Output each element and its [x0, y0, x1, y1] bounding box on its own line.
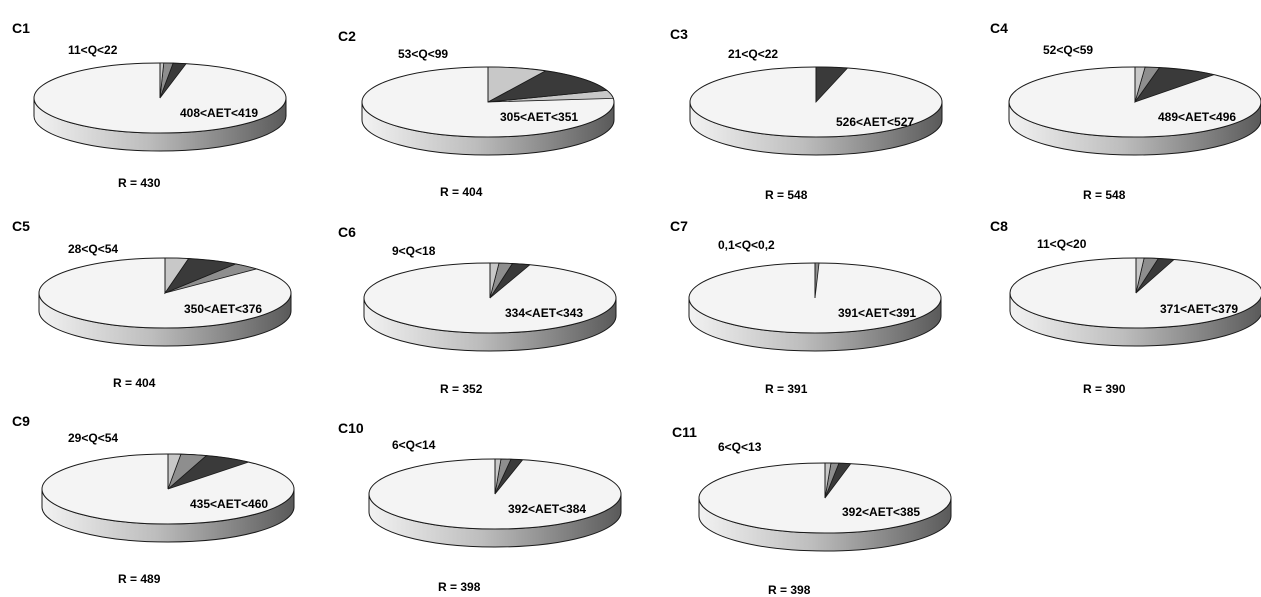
chart-title: C11 [672, 424, 697, 440]
r-total-label: R = 548 [765, 188, 808, 202]
r-total-label: R = 398 [768, 583, 811, 597]
r-total-label: R = 391 [765, 382, 808, 396]
pie-slice [487, 70, 608, 103]
chart-title: C10 [338, 420, 364, 436]
r-total-label: R = 352 [440, 382, 483, 396]
aet-range-label: 391<AET<391 [838, 306, 917, 320]
pie-c2 [361, 66, 615, 156]
pie-c10 [368, 458, 622, 548]
pie-c8 [1009, 257, 1261, 347]
r-total-label: R = 390 [1083, 382, 1126, 396]
aet-range-label: 371<AET<379 [1160, 302, 1239, 316]
q-range-label: 29<Q<54 [68, 431, 119, 445]
r-total-label: R = 398 [438, 580, 481, 594]
pie-c3 [689, 66, 943, 156]
q-range-label: 0,1<Q<0,2 [718, 238, 775, 252]
aet-range-label: 305<AET<351 [500, 110, 579, 124]
chart-title: C4 [990, 20, 1008, 36]
pie-c7 [688, 262, 942, 352]
aet-range-label: 408<AET<419 [180, 106, 259, 120]
pie-c6 [363, 262, 617, 352]
pie-c1 [33, 62, 287, 152]
chart-title: C2 [338, 28, 356, 44]
pie-c5 [38, 257, 292, 347]
chart-title: C1 [12, 20, 30, 36]
chart-title: C6 [338, 224, 356, 240]
r-total-label: R = 404 [440, 185, 483, 199]
chart-title: C5 [12, 218, 30, 234]
chart-title: C9 [12, 413, 30, 429]
pie-c11 [698, 462, 952, 552]
q-range-label: 52<Q<59 [1043, 43, 1094, 57]
r-total-label: R = 548 [1083, 188, 1126, 202]
aet-range-label: 435<AET<460 [190, 497, 269, 511]
pie-c9 [41, 453, 295, 543]
aet-range-label: 334<AET<343 [505, 306, 584, 320]
pie-c4 [1008, 66, 1261, 156]
q-range-label: 11<Q<22 [68, 43, 118, 57]
r-total-label: R = 489 [118, 572, 161, 586]
q-range-label: 11<Q<20 [1037, 237, 1087, 251]
aet-range-label: 392<AET<384 [508, 502, 587, 516]
q-range-label: 53<Q<99 [398, 47, 449, 61]
aet-range-label: 526<AET<527 [836, 115, 915, 129]
aet-range-label: 489<AET<496 [1158, 110, 1237, 124]
q-range-label: 6<Q<14 [392, 438, 436, 452]
chart-title: C8 [990, 218, 1008, 234]
aet-range-label: 392<AET<385 [842, 505, 921, 519]
aet-range-label: 350<AET<376 [184, 302, 263, 316]
r-total-label: R = 430 [118, 176, 161, 190]
q-range-label: 6<Q<13 [718, 440, 762, 454]
q-range-label: 9<Q<18 [392, 244, 436, 258]
q-range-label: 21<Q<22 [728, 47, 779, 61]
chart-title: C7 [670, 218, 688, 234]
chart-title: C3 [670, 26, 688, 42]
q-range-label: 28<Q<54 [68, 242, 119, 256]
r-total-label: R = 404 [113, 376, 156, 390]
